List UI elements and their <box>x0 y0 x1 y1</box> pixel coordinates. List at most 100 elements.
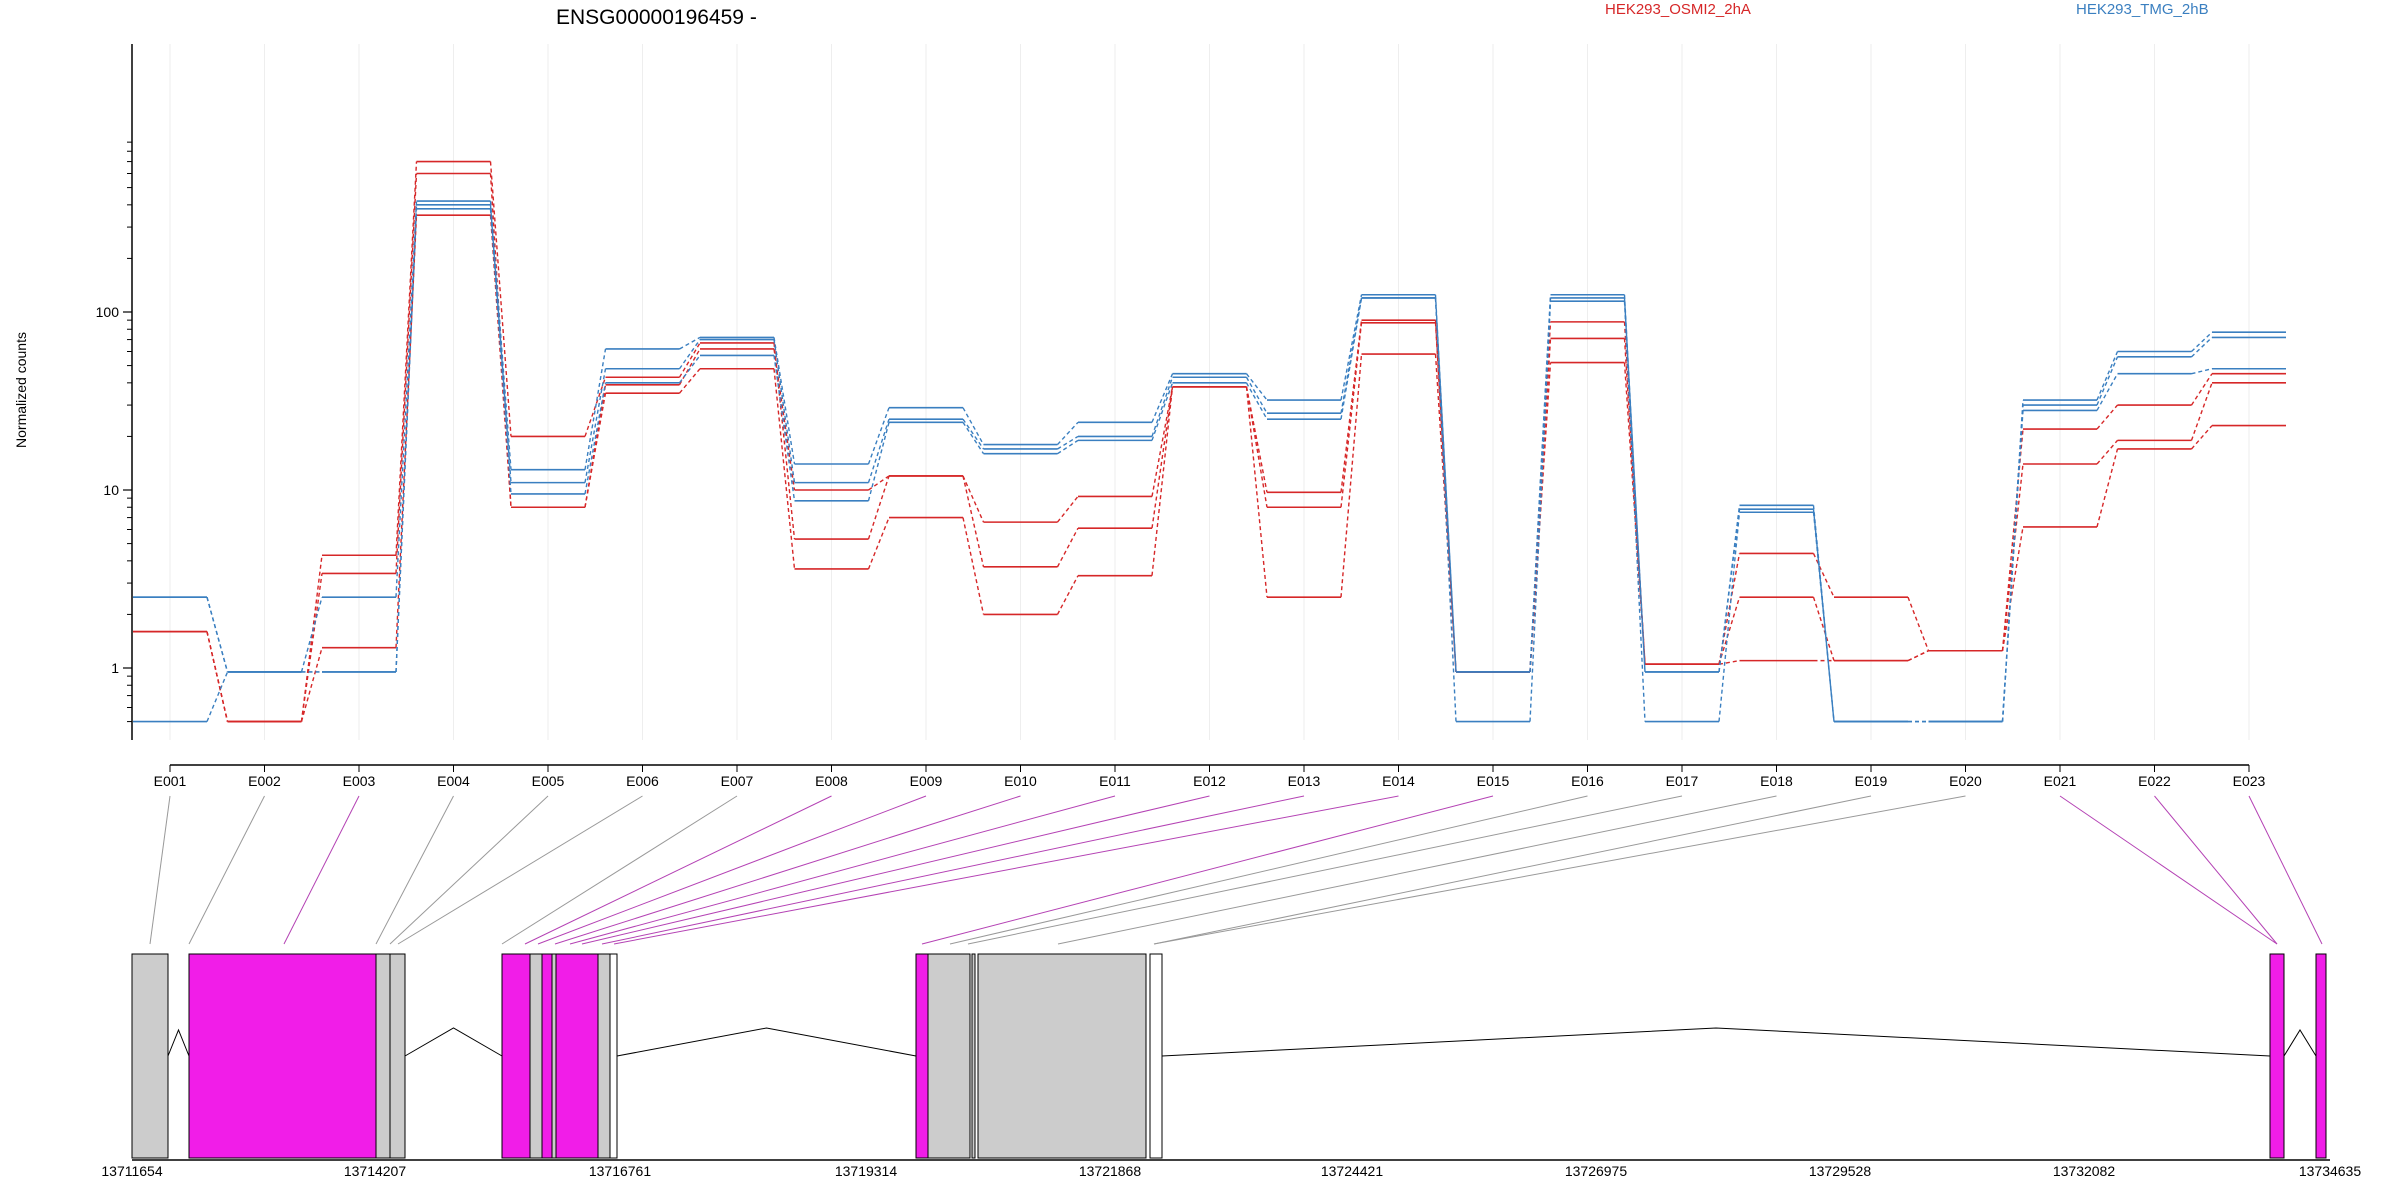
connector-line <box>601 795 1305 945</box>
transition-segment <box>2001 410 2024 722</box>
transition-segment <box>962 421 985 455</box>
transition-segment <box>2096 373 2119 411</box>
transition-segment <box>867 475 890 540</box>
coordinate-label: 13714207 <box>344 1163 407 1179</box>
transition-segment <box>1718 553 1741 665</box>
coordinate-label: 13716761 <box>589 1163 652 1179</box>
transition-segment <box>1718 512 1741 722</box>
transition-segment <box>868 475 890 491</box>
transition-segment <box>1623 362 1646 665</box>
coordinate-label: 13724421 <box>1321 1163 1384 1179</box>
x-tick-label: E017 <box>1666 773 1699 789</box>
transition-segment <box>1245 386 1268 598</box>
transition-segment <box>489 204 512 483</box>
transition-segment <box>2191 331 2213 352</box>
transition-segment <box>867 407 890 465</box>
connector-line <box>149 795 171 945</box>
exon-box <box>2269 953 2285 1159</box>
legend-entry-osmi2: HEK293_OSMI2_2hA <box>1605 1 1751 18</box>
x-tick-label: E006 <box>626 773 659 789</box>
transition-segment <box>1434 297 1457 722</box>
transition-segment <box>679 336 701 350</box>
series-layer <box>133 160 2286 723</box>
exon-box <box>971 953 976 1159</box>
exon-box <box>188 953 377 1159</box>
transition-segment <box>1056 575 1079 615</box>
legend-entry-tmg: HEK293_TMG_2hB <box>2076 1 2209 18</box>
connector-line <box>2059 795 2278 945</box>
transition-segment <box>395 208 418 672</box>
exon-box <box>501 953 531 1159</box>
connector-line <box>613 795 1399 945</box>
transition-segment <box>867 418 890 483</box>
x-tick-label: E005 <box>532 773 565 789</box>
transition-segment <box>1812 553 1835 598</box>
transition-segment <box>2096 356 2119 406</box>
x-tick-label: E007 <box>721 773 754 789</box>
transition-segment <box>1434 322 1457 673</box>
transition-segment <box>962 418 985 450</box>
x-tick-label: E018 <box>1760 773 1793 789</box>
chart-title: ENSG00000196459 - <box>556 6 757 29</box>
exon-box <box>555 953 599 1159</box>
x-tick-label: E004 <box>437 773 470 789</box>
y-axis: 1 10 100 <box>96 44 133 740</box>
transition-segment <box>584 382 607 495</box>
connector-line <box>501 795 738 945</box>
transition-segment <box>489 161 512 437</box>
coordinate-label: 13732082 <box>2053 1163 2116 1179</box>
connector-line <box>524 795 832 945</box>
transition-segment <box>773 368 796 570</box>
transition-segment <box>1718 659 1740 665</box>
x-tick-label: E008 <box>815 773 848 789</box>
exon-box <box>551 953 557 1159</box>
transition-segment <box>300 596 323 673</box>
transition-segment <box>1623 301 1646 722</box>
transition-segment <box>773 339 796 483</box>
transition-segment <box>2096 448 2119 528</box>
y-tick-label: 100 <box>96 304 120 320</box>
transition-segment <box>2191 336 2213 358</box>
transition-segment <box>206 631 229 722</box>
transition-segment <box>300 647 323 722</box>
transition-segment <box>962 475 985 568</box>
transition-segment <box>395 161 418 556</box>
coordinate-label: 13719314 <box>835 1163 898 1179</box>
transition-segment <box>1057 435 1079 450</box>
coordinate-label: 13711654 <box>101 1163 162 1179</box>
exon-box <box>915 953 929 1159</box>
transition-segment <box>1151 373 1174 423</box>
x-tick-label: E011 <box>1099 773 1131 789</box>
transition-segment <box>1151 386 1174 497</box>
x-tick-label: E015 <box>1477 773 1510 789</box>
transition-segment <box>773 337 796 465</box>
transition-segment <box>489 208 512 495</box>
exon-box <box>389 953 406 1159</box>
transition-segment <box>395 173 418 574</box>
transition-segment <box>300 573 323 722</box>
transition-segment <box>1056 496 1079 523</box>
transition-segment <box>1151 386 1174 529</box>
transition-segment <box>773 348 796 491</box>
exon-box <box>375 953 391 1159</box>
transition-segment <box>1056 421 1079 446</box>
connector-line <box>397 795 643 945</box>
connector-line <box>581 795 1210 945</box>
transition-segment <box>962 475 985 523</box>
exon-box <box>529 953 543 1159</box>
gene-model: 13711654 13714207 13716761 13719314 13721868… <box>101 953 2361 1179</box>
connector-line <box>967 795 1683 945</box>
transition-segment <box>1151 377 1174 437</box>
intron-line <box>167 1028 190 1057</box>
connector-line <box>1057 795 1777 945</box>
transition-segment <box>1812 512 1835 722</box>
transition-segment <box>584 368 607 483</box>
transition-segment <box>1151 386 1174 576</box>
transition-segment <box>1907 650 1929 662</box>
x-tick-label: E009 <box>910 773 943 789</box>
connector-line <box>2248 795 2323 945</box>
transition-segment <box>206 671 229 722</box>
transition-segment <box>1623 338 1646 665</box>
transition-segment <box>2190 382 2213 441</box>
